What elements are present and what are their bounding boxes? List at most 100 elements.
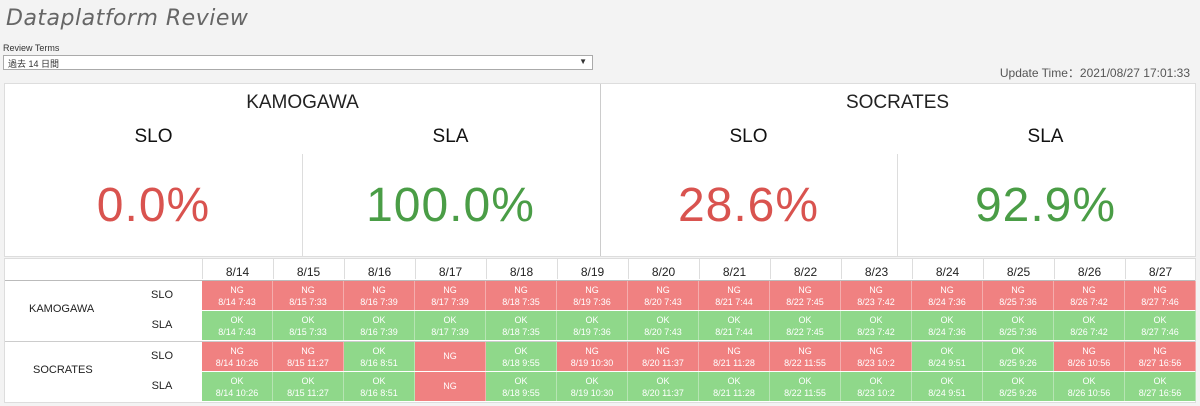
row-label-slo: SLO xyxy=(150,289,173,301)
status-cell[interactable]: NG 8/26 10:56 xyxy=(1054,342,1125,371)
status-text: NG xyxy=(585,346,599,356)
status-time: 8/23 10:2 xyxy=(857,388,895,398)
status-text: NG xyxy=(798,346,812,356)
status-text: OK xyxy=(940,346,954,356)
status-time: 8/20 7:43 xyxy=(644,327,682,337)
status-cell[interactable]: OK 8/24 9:51 xyxy=(912,372,983,401)
date-separator xyxy=(486,259,487,279)
status-text: NG xyxy=(585,285,599,295)
status-cell[interactable]: OK 8/18 7:35 xyxy=(486,311,557,340)
status-cell[interactable]: NG 8/27 7:46 xyxy=(1125,281,1196,310)
status-cell[interactable]: NG 8/14 7:43 xyxy=(202,281,273,310)
status-cell[interactable]: OK 8/25 7:36 xyxy=(983,311,1054,340)
status-time: 8/16 7:39 xyxy=(360,327,398,337)
status-cell[interactable]: OK 8/18 9:55 xyxy=(486,342,557,371)
status-cell[interactable]: NG 8/23 7:42 xyxy=(841,281,912,310)
status-cell[interactable]: NG 8/24 7:36 xyxy=(912,281,983,310)
date-separator xyxy=(273,259,274,279)
status-time: 8/23 7:42 xyxy=(857,327,895,337)
status-cell[interactable]: NG 8/17 7:39 xyxy=(415,281,486,310)
status-cell[interactable]: OK 8/15 7:33 xyxy=(273,311,344,340)
status-cell[interactable]: OK 8/14 7:43 xyxy=(202,311,273,340)
status-cell[interactable]: OK 8/19 7:36 xyxy=(557,311,628,340)
date-separator xyxy=(841,259,842,279)
chevron-down-icon[interactable]: ▼ xyxy=(579,57,587,66)
status-cell[interactable]: NG 8/14 10:26 xyxy=(202,342,273,371)
status-cell[interactable]: OK 8/26 7:42 xyxy=(1054,311,1125,340)
status-cell[interactable]: OK 8/22 7:45 xyxy=(770,311,841,340)
status-cell[interactable]: OK 8/16 7:39 xyxy=(344,311,415,340)
status-time: 8/24 7:36 xyxy=(928,327,966,337)
date-header: 8/24 xyxy=(935,265,960,279)
review-terms-dropdown[interactable]: 過去 14 日間 ▼ xyxy=(3,55,593,70)
status-cell[interactable]: OK 8/25 9:26 xyxy=(983,342,1054,371)
status-cell[interactable]: NG 8/23 10:2 xyxy=(841,342,912,371)
status-time: 8/20 7:43 xyxy=(644,297,682,307)
status-time: 8/14 10:26 xyxy=(215,388,259,398)
status-text: OK xyxy=(514,315,528,325)
status-time: 8/26 10:56 xyxy=(1067,358,1111,368)
status-cell[interactable]: OK 8/25 9:26 xyxy=(983,372,1054,401)
status-cell[interactable]: NG 8/18 7:35 xyxy=(486,281,557,310)
status-cell[interactable]: OK 8/20 7:43 xyxy=(628,311,699,340)
date-separator xyxy=(628,259,629,279)
status-cell[interactable]: NG 8/22 11:55 xyxy=(770,342,841,371)
status-time: 8/19 7:36 xyxy=(573,297,611,307)
group-divider xyxy=(600,84,601,256)
status-cell[interactable]: NG 8/21 7:44 xyxy=(699,281,770,310)
group-title-socrates: SOCRATES xyxy=(845,92,950,113)
status-cell[interactable]: NG 8/15 7:33 xyxy=(273,281,344,310)
status-time: 8/17 7:39 xyxy=(431,327,469,337)
status-time: 8/27 16:56 xyxy=(1138,388,1182,398)
status-cell[interactable]: OK 8/20 11:37 xyxy=(628,372,699,401)
status-cell[interactable]: NG 8/15 11:27 xyxy=(273,342,344,371)
status-cell[interactable]: OK 8/22 11:55 xyxy=(770,372,841,401)
status-cell[interactable]: OK 8/24 9:51 xyxy=(912,342,983,371)
status-cell[interactable]: OK 8/27 16:56 xyxy=(1125,372,1196,401)
review-terms-label: Review Terms xyxy=(3,43,60,53)
status-cell[interactable]: NG xyxy=(415,372,486,401)
status-text: OK xyxy=(372,376,386,386)
metric-label: SLO xyxy=(729,126,768,147)
status-cell[interactable]: NG 8/26 7:42 xyxy=(1054,281,1125,310)
status-text: OK xyxy=(656,315,670,325)
status-text: NG xyxy=(1011,285,1025,295)
date-header: 8/27 xyxy=(1148,265,1173,279)
status-time: 8/15 7:33 xyxy=(289,297,327,307)
status-cell[interactable]: OK 8/26 10:56 xyxy=(1054,372,1125,401)
metric-value: 28.6% xyxy=(677,179,820,232)
status-cell[interactable]: NG 8/16 7:39 xyxy=(344,281,415,310)
status-cell[interactable]: NG 8/20 11:37 xyxy=(628,342,699,371)
status-cell[interactable]: OK 8/24 7:36 xyxy=(912,311,983,340)
status-cell[interactable]: OK 8/21 11:28 xyxy=(699,372,770,401)
status-cell[interactable]: OK 8/23 7:42 xyxy=(841,311,912,340)
status-cell[interactable]: NG xyxy=(415,342,486,371)
status-cell[interactable]: OK 8/21 7:44 xyxy=(699,311,770,340)
status-cell[interactable]: OK 8/17 7:39 xyxy=(415,311,486,340)
status-cell[interactable]: OK 8/16 8:51 xyxy=(344,342,415,371)
status-cell[interactable]: OK 8/16 8:51 xyxy=(344,372,415,401)
date-header: 8/23 xyxy=(864,265,889,279)
date-separator xyxy=(983,259,984,279)
status-cell[interactable]: OK 8/19 10:30 xyxy=(557,372,628,401)
status-cell[interactable]: NG 8/19 10:30 xyxy=(557,342,628,371)
status-cell[interactable]: NG 8/27 16:56 xyxy=(1125,342,1196,371)
status-cell[interactable]: OK 8/18 9:55 xyxy=(486,372,557,401)
status-text: NG xyxy=(301,346,315,356)
status-text: OK xyxy=(514,376,528,386)
status-cell[interactable]: NG 8/20 7:43 xyxy=(628,281,699,310)
status-cell[interactable]: OK 8/27 7:46 xyxy=(1125,311,1196,340)
status-cell[interactable]: OK 8/15 11:27 xyxy=(273,372,344,401)
status-time: 8/24 9:51 xyxy=(928,358,966,368)
status-cell[interactable]: OK 8/23 10:2 xyxy=(841,372,912,401)
status-text: NG xyxy=(1082,285,1096,295)
status-cell[interactable]: NG 8/21 11:28 xyxy=(699,342,770,371)
status-cell[interactable]: OK 8/14 10:26 xyxy=(202,372,273,401)
status-time: 8/19 10:30 xyxy=(570,388,614,398)
status-cell[interactable]: NG 8/22 7:45 xyxy=(770,281,841,310)
status-cell[interactable]: NG 8/25 7:36 xyxy=(983,281,1054,310)
status-text: OK xyxy=(1011,315,1025,325)
status-cell[interactable]: NG 8/19 7:36 xyxy=(557,281,628,310)
status-time: 8/27 16:56 xyxy=(1138,358,1182,368)
status-time: 8/18 7:35 xyxy=(502,327,540,337)
